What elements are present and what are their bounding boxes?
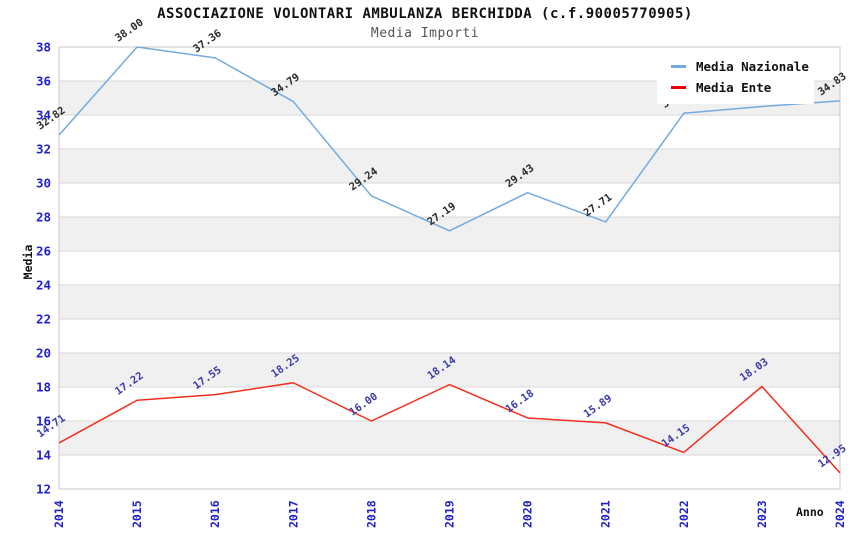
y-tick-label: 36 bbox=[36, 74, 51, 89]
x-tick-label: 2022 bbox=[677, 500, 691, 528]
value-label: 15.89 bbox=[582, 392, 615, 420]
grid-band bbox=[59, 149, 840, 183]
value-label: 37.36 bbox=[191, 27, 224, 55]
legend-line-sample-ente-icon bbox=[671, 85, 686, 89]
y-tick-label: 18 bbox=[36, 380, 51, 395]
legend-label-nazionale: Media Nazionale bbox=[696, 58, 809, 74]
x-tick-label: 2014 bbox=[52, 500, 66, 528]
chart-title: ASSOCIAZIONE VOLONTARI AMBULANZA BERCHID… bbox=[157, 6, 693, 22]
grid-band bbox=[59, 217, 840, 251]
y-tick-label: 22 bbox=[36, 312, 51, 327]
x-tick-label: 2015 bbox=[130, 500, 144, 528]
y-tick-label: 14 bbox=[36, 448, 51, 463]
chart-subtitle: Media Importi bbox=[370, 26, 480, 41]
y-tick-label: 38 bbox=[36, 40, 51, 55]
y-tick-label: 34 bbox=[36, 108, 51, 123]
y-tick-label: 16 bbox=[36, 414, 51, 429]
value-label: 27.71 bbox=[582, 191, 615, 219]
y-axis-title: Media bbox=[21, 244, 35, 280]
x-tick-label: 2020 bbox=[521, 500, 535, 528]
x-tick-label: 2021 bbox=[599, 500, 613, 528]
y-tick-label: 28 bbox=[36, 210, 51, 225]
x-axis-title: Anno bbox=[796, 505, 824, 519]
y-tick-label: 26 bbox=[36, 244, 51, 259]
series-line bbox=[58, 382, 841, 474]
x-tick-label: 2024 bbox=[833, 500, 847, 528]
x-tick-label: 2018 bbox=[364, 500, 378, 528]
legend: Media Nazionale Media Ente bbox=[657, 49, 814, 104]
y-tick-label: 30 bbox=[36, 176, 51, 191]
grid-band bbox=[59, 421, 840, 455]
y-tick-label: 24 bbox=[36, 278, 51, 293]
value-label: 38.00 bbox=[113, 16, 146, 44]
x-tick-label: 2016 bbox=[208, 500, 222, 528]
value-label: 16.18 bbox=[503, 387, 536, 415]
y-tick-label: 32 bbox=[36, 142, 51, 157]
legend-item-media-ente: Media Ente bbox=[671, 80, 814, 95]
legend-label-ente: Media Ente bbox=[696, 79, 772, 95]
y-tick-label: 12 bbox=[36, 482, 51, 497]
x-tick-label: 2017 bbox=[286, 500, 300, 528]
grid-band bbox=[59, 353, 840, 387]
value-label: 16.00 bbox=[347, 390, 380, 418]
plot-border bbox=[58, 46, 841, 490]
y-tick-label: 20 bbox=[36, 346, 51, 361]
legend-item-media-nazionale: Media Nazionale bbox=[671, 59, 814, 74]
legend-line-sample-nazionale-icon bbox=[671, 64, 686, 68]
x-tick-label: 2023 bbox=[755, 500, 769, 528]
grid-band bbox=[59, 285, 840, 319]
series-line bbox=[58, 46, 841, 232]
x-tick-label: 2019 bbox=[443, 500, 457, 528]
